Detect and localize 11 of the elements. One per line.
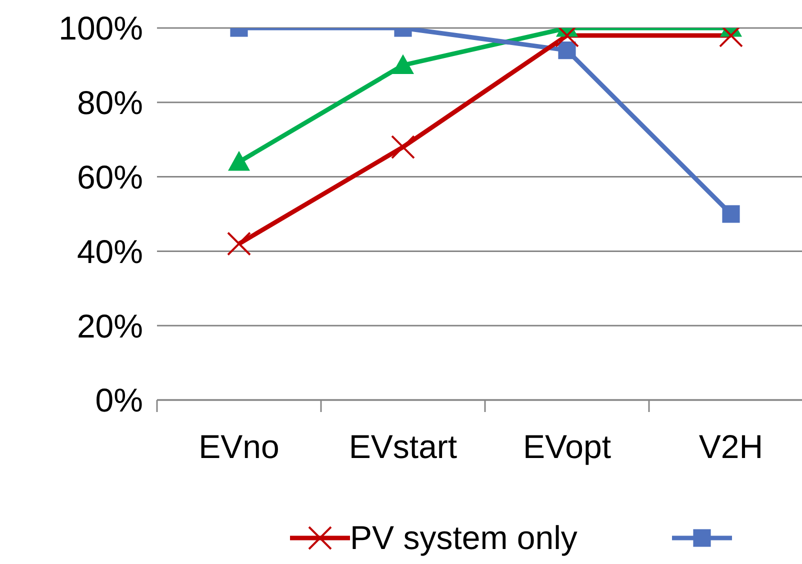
x-tick-label: EVno xyxy=(198,428,280,465)
y-tick-label: 0% xyxy=(95,382,143,419)
y-tick-label: 100% xyxy=(58,10,143,47)
y-tick-label: 20% xyxy=(76,307,143,344)
x-tick-label: V2H xyxy=(698,428,764,465)
y-tick-label: 40% xyxy=(76,232,143,270)
y-tick-label: 80% xyxy=(76,84,143,122)
legend-label: PV system only xyxy=(350,519,578,557)
x-tick-label: EVstart xyxy=(348,428,458,465)
x-tick-label: EVopt xyxy=(522,428,612,465)
y-tick-label: 60% xyxy=(76,158,143,196)
